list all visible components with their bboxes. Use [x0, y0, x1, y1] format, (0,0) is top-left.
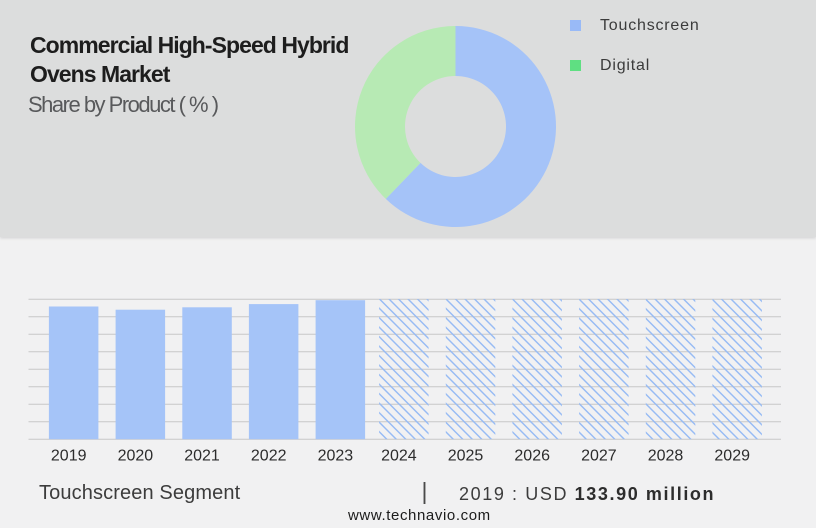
svg-text:2024: 2024 — [381, 448, 417, 465]
svg-text:2028: 2028 — [648, 448, 684, 465]
svg-text:2019: 2019 — [51, 448, 87, 465]
svg-text:2020: 2020 — [118, 448, 154, 465]
svg-text:2027: 2027 — [581, 448, 617, 465]
svg-text:2022: 2022 — [251, 448, 287, 465]
svg-text:2021: 2021 — [184, 448, 220, 465]
svg-text:2026: 2026 — [514, 448, 550, 465]
svg-text:2029: 2029 — [714, 448, 750, 465]
svg-text:2025: 2025 — [448, 448, 484, 465]
svg-text:2023: 2023 — [318, 448, 354, 465]
